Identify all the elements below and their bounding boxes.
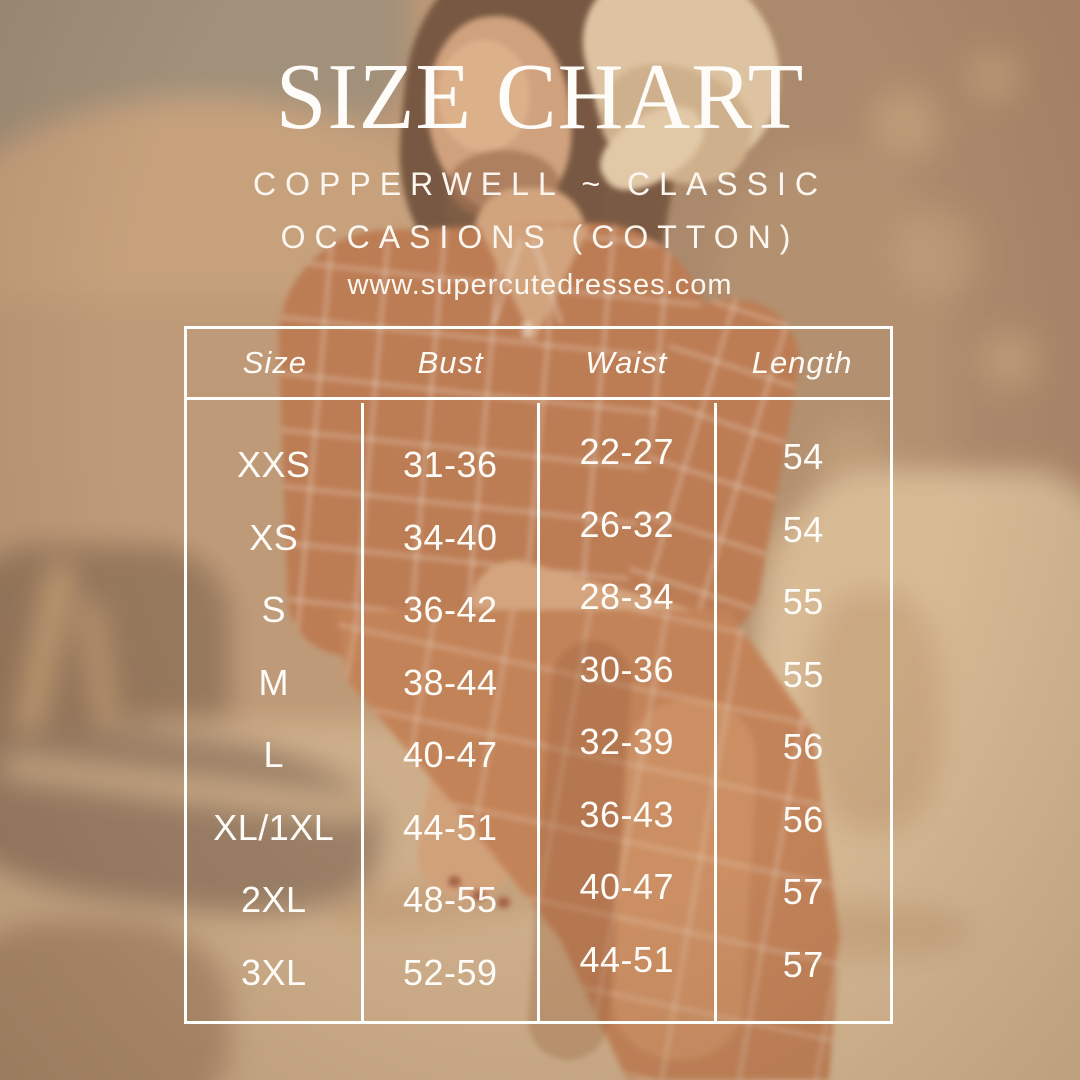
table-cell: S <box>261 589 286 631</box>
table-cell: M <box>258 661 289 703</box>
subtitle-line-1: COPPERWELL ~ CLASSIC <box>253 166 827 202</box>
table-cell: 32-39 <box>579 721 675 763</box>
photo-bokeh-dot <box>892 210 980 298</box>
photo-necklace-pendant <box>522 322 532 338</box>
column-size: XXS XS S M L XL/1XL 2XL 3XL <box>187 403 361 1021</box>
size-table: Size Bust Waist Length XXS XS S M L XL/1… <box>184 326 893 1024</box>
table-cell: 31-36 <box>402 444 498 486</box>
table-header-row: Size Bust Waist Length <box>187 329 890 400</box>
photo-fingernail <box>497 897 510 908</box>
column-header-bust: Bust <box>417 345 484 380</box>
table-cell: 36-43 <box>579 793 675 835</box>
photo-bokeh-dot <box>870 90 940 160</box>
product-subtitle: COPPERWELL ~ CLASSIC OCCASIONS (COTTON) <box>0 158 1080 264</box>
table-cell: 54 <box>782 436 824 478</box>
photo-fingernail <box>472 890 485 901</box>
table-cell: 57 <box>782 871 824 913</box>
table-cell: 56 <box>782 726 824 768</box>
photo-rock-shadow <box>0 920 230 1080</box>
column-header-waist: Waist <box>585 345 668 380</box>
page-title: SIZE CHART <box>275 45 805 149</box>
table-cell: 55 <box>782 653 824 695</box>
table-cell: 34-40 <box>402 516 498 558</box>
column-header-size: Size <box>242 345 308 380</box>
column-length: 54 54 55 55 56 56 57 57 <box>713 403 891 1021</box>
table-cell: 26-32 <box>579 503 675 545</box>
table-cell: 56 <box>782 798 824 840</box>
photo-rock-vein <box>810 590 940 830</box>
table-cell: 52-59 <box>402 951 498 993</box>
table-cell: 57 <box>782 943 824 985</box>
photo-bokeh-dot <box>968 50 1020 102</box>
table-cell: 30-36 <box>579 648 675 690</box>
column-bust: 31-36 34-40 36-42 38-44 40-47 44-51 48-5… <box>360 403 538 1021</box>
table-cell: 54 <box>782 508 824 550</box>
table-cell: 28-34 <box>579 576 675 618</box>
subtitle-line-2: OCCASIONS (COTTON) <box>280 219 800 255</box>
table-cell: 38-44 <box>402 661 498 703</box>
table-cell: 48-55 <box>402 879 498 921</box>
photo-face-highlight <box>438 40 530 152</box>
table-cell: 40-47 <box>579 866 675 908</box>
table-cell: 22-27 <box>579 431 675 473</box>
column-header-length: Length <box>751 345 853 380</box>
photo-bokeh-dot <box>980 330 1040 390</box>
table-cell: XXS <box>236 444 311 486</box>
table-cell: XS <box>249 516 299 558</box>
table-body: XXS XS S M L XL/1XL 2XL 3XL 31-36 34-40 … <box>187 403 890 1021</box>
table-cell: 44-51 <box>579 938 675 980</box>
table-cell: 3XL <box>240 951 307 993</box>
table-cell: 44-51 <box>402 806 498 848</box>
table-cell: 2XL <box>240 879 307 921</box>
table-cell: 36-42 <box>402 589 498 631</box>
website-url: www.supercutedresses.com <box>347 269 733 301</box>
table-cell: 55 <box>782 581 824 623</box>
table-cell: XL/1XL <box>213 806 335 848</box>
photo-fingernail <box>448 876 461 887</box>
column-waist: 22-27 26-32 28-34 30-36 32-39 36-43 40-4… <box>537 403 714 1021</box>
table-cell: 40-47 <box>402 734 498 776</box>
table-cell: L <box>263 734 285 776</box>
